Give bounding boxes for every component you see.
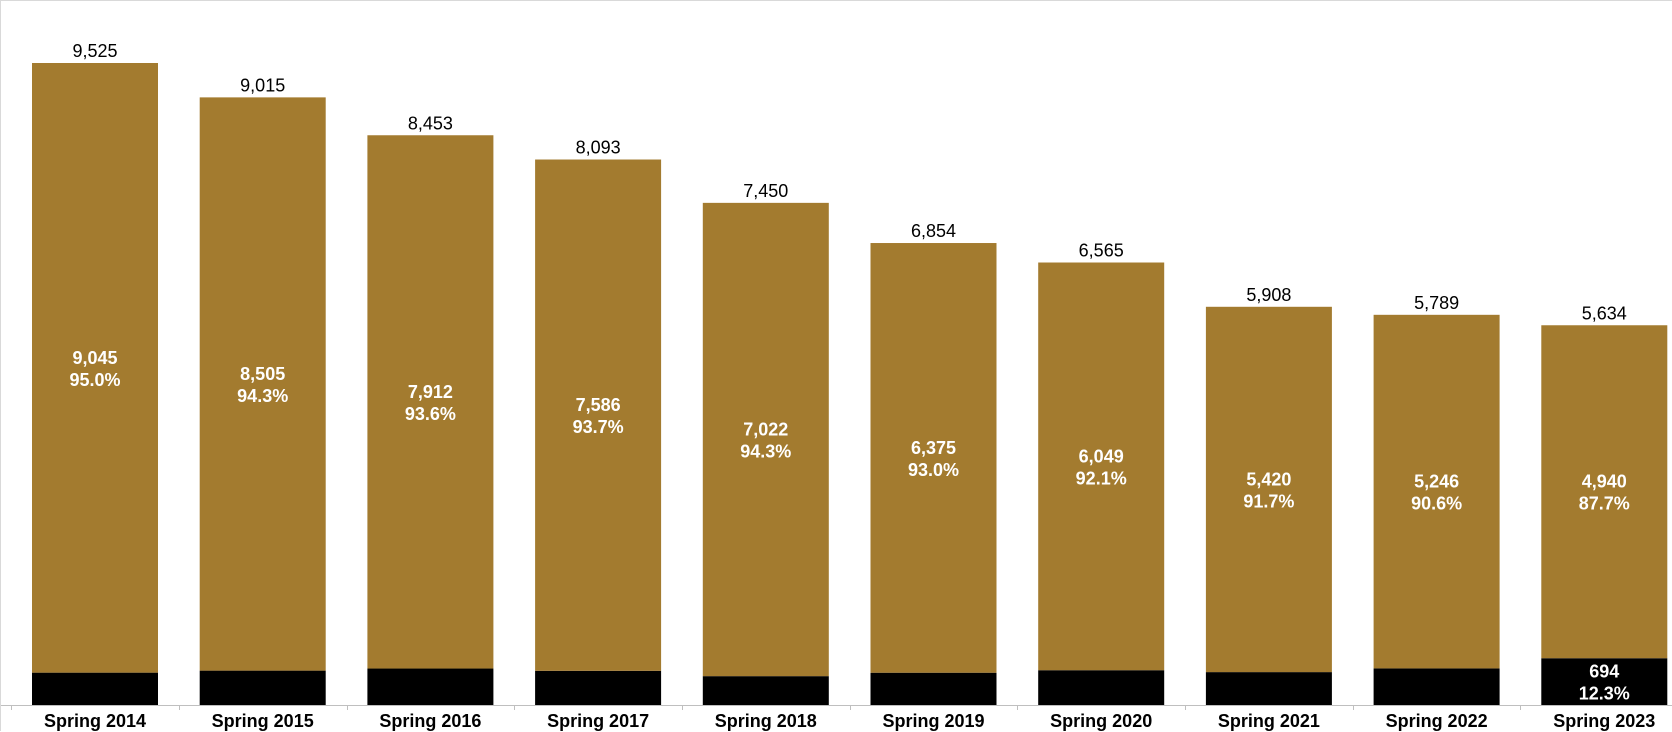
bar-percent-label: 94.3% (740, 442, 791, 462)
x-tick-label: Spring 2022 (1386, 711, 1488, 731)
x-tick-label: Spring 2021 (1218, 711, 1320, 731)
bar-value-label: 5,420 (1246, 469, 1291, 489)
bar-segment-other (367, 668, 494, 705)
bar-value-label: 4,940 (1582, 472, 1627, 492)
bar-percent-label-other: 12.3% (1579, 684, 1630, 704)
bar-segment-other (1541, 658, 1668, 705)
bar-segment-other (1205, 672, 1332, 705)
bar-value-label: 6,049 (1079, 446, 1124, 466)
bar-percent-label: 90.6% (1411, 494, 1462, 514)
bar-segment-main (702, 202, 829, 677)
bar-value-label: 7,586 (576, 395, 621, 415)
bar-percent-label: 87.7% (1579, 494, 1630, 514)
bar-percent-label: 91.7% (1243, 491, 1294, 511)
bar-total-label: 7,450 (743, 181, 788, 201)
bar-value-label-other: 694 (1589, 662, 1619, 682)
bar-segment-other (1373, 668, 1500, 705)
bar-percent-label: 93.0% (908, 460, 959, 480)
bar-value-label: 7,022 (743, 420, 788, 440)
bar-value-label: 7,912 (408, 382, 453, 402)
x-tick-label: Spring 2023 (1553, 711, 1655, 731)
x-tick-label: Spring 2020 (1050, 711, 1152, 731)
bar-segment-other (32, 672, 158, 705)
x-tick-label: Spring 2017 (547, 711, 649, 731)
x-tick-label: Spring 2016 (379, 711, 481, 731)
bar-total-label: 6,854 (911, 221, 956, 241)
bar-total-label: 5,789 (1414, 293, 1459, 313)
bar-value-label: 6,375 (911, 438, 956, 458)
bar-percent-label: 92.1% (1076, 468, 1127, 488)
bar-total-label: 5,908 (1246, 285, 1291, 305)
bar-segment-other (199, 670, 326, 705)
bar-segment-main (1541, 325, 1668, 659)
bar-total-label: 8,093 (576, 138, 621, 158)
bar-percent-label: 95.0% (69, 370, 120, 390)
bar-percent-label: 93.6% (405, 404, 456, 424)
bar-total-label: 5,634 (1582, 303, 1627, 323)
bar-total-label: 9,015 (240, 75, 285, 95)
bar-value-label: 8,505 (240, 364, 285, 384)
bar-percent-label: 93.7% (573, 417, 624, 437)
bar-segment-main (367, 135, 494, 669)
bar-value-label: 9,045 (72, 348, 117, 368)
bar-segment-main (870, 243, 997, 673)
bar-segment-main (1038, 262, 1165, 671)
bar-segment-main (1373, 314, 1500, 669)
bar-segment-other (702, 676, 829, 705)
bar-value-label: 5,246 (1414, 472, 1459, 492)
bar-segment-other (1038, 670, 1165, 705)
x-tick-label: Spring 2015 (212, 711, 314, 731)
bar-segment-main (535, 159, 662, 671)
bar-total-label: 8,453 (408, 113, 453, 133)
x-tick-label: Spring 2018 (715, 711, 817, 731)
bar-segment-main (199, 97, 326, 671)
bar-segment-other (535, 670, 662, 705)
bar-segment-main (1205, 306, 1332, 673)
x-tick-label: Spring 2019 (882, 711, 984, 731)
bar-total-label: 6,565 (1079, 241, 1124, 261)
bar-total-label: 9,525 (72, 41, 117, 61)
bar-segment-other (870, 672, 997, 705)
bar-segment-main (32, 63, 158, 673)
x-tick-label: Spring 2014 (44, 711, 146, 731)
bar-percent-label: 94.3% (237, 386, 288, 406)
